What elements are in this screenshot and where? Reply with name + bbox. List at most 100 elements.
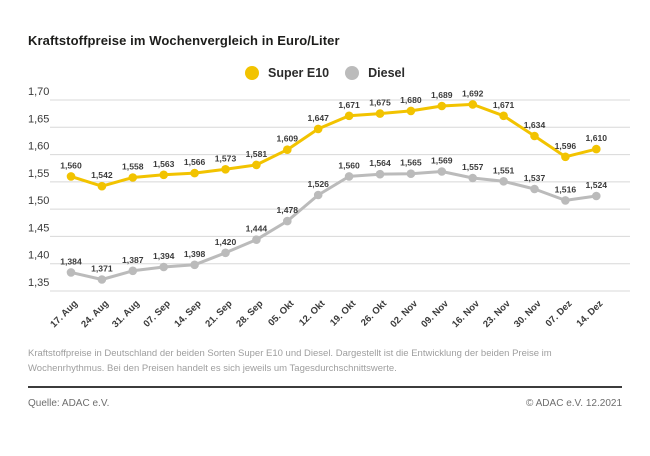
data-point-diesel	[344, 172, 354, 181]
data-point-diesel	[592, 191, 601, 201]
data-point-label-diesel: 1,557	[462, 162, 484, 172]
data-point-label-diesel: 1,420	[215, 237, 237, 247]
data-point-diesel	[221, 248, 230, 258]
x-tick-label: 09. Nov	[419, 298, 451, 330]
data-point-label-diesel: 1,551	[493, 165, 515, 175]
data-point-label-super-e10: 1,581	[246, 149, 268, 159]
data-point-super-e10	[283, 145, 292, 154]
data-point-label-diesel: 1,478	[277, 205, 299, 215]
x-tick-label: 19. Okt	[328, 298, 359, 329]
data-point-label-super-e10: 1,573	[215, 153, 237, 163]
data-point-label-diesel: 1,526	[307, 179, 329, 189]
copyright-label: © ADAC e.V. 12.2021	[526, 398, 622, 409]
x-tick-label: 16. Nov	[450, 298, 482, 330]
y-tick-label: 1,40	[28, 250, 49, 262]
data-point-label-super-e10: 1,563	[153, 159, 175, 169]
x-tick-label: 02. Nov	[388, 298, 420, 330]
data-point-label-super-e10: 1,647	[307, 113, 329, 123]
data-point-diesel	[252, 235, 261, 244]
data-point-diesel	[66, 268, 76, 277]
x-tick-label: 17. Aug	[48, 298, 80, 330]
data-point-diesel	[499, 177, 508, 186]
data-point-super-e10	[313, 124, 323, 134]
data-point-label-super-e10: 1,680	[400, 95, 422, 105]
data-point-super-e10	[561, 152, 570, 162]
data-point-diesel	[406, 169, 416, 178]
data-point-label-super-e10: 1,671	[493, 100, 515, 110]
legend-label-diesel: Diesel	[368, 66, 405, 80]
data-point-label-diesel: 1,516	[555, 184, 577, 194]
data-point-label-diesel: 1,569	[431, 156, 453, 166]
data-point-super-e10	[159, 170, 168, 180]
data-point-label-diesel: 1,560	[338, 160, 360, 170]
data-point-super-e10	[375, 109, 385, 118]
data-point-diesel	[128, 266, 138, 276]
y-tick-label: 1,70	[28, 86, 49, 98]
data-point-label-super-e10: 1,542	[91, 170, 113, 180]
data-point-label-super-e10: 1,671	[338, 100, 360, 110]
y-tick-label: 1,35	[28, 277, 49, 289]
chart-title: Kraftstoffpreise im Wochenvergleich in E…	[28, 33, 340, 48]
data-point-label-super-e10: 1,689	[431, 90, 453, 100]
legend-item-diesel: Diesel	[345, 66, 405, 80]
source-label: Quelle: ADAC e.V.	[28, 398, 110, 409]
data-point-super-e10	[252, 160, 261, 170]
data-point-diesel	[97, 275, 107, 284]
series-line-super-e10	[70, 102, 597, 188]
data-point-label-super-e10: 1,634	[524, 120, 546, 130]
data-point-diesel	[375, 169, 385, 179]
y-tick-label: 1,55	[28, 168, 49, 180]
data-point-super-e10	[221, 165, 230, 174]
data-point-super-e10	[344, 111, 354, 121]
data-point-label-diesel: 1,387	[122, 255, 144, 265]
data-point-super-e10	[128, 173, 138, 182]
data-point-label-super-e10: 1,675	[369, 98, 391, 108]
data-point-super-e10	[66, 172, 76, 181]
y-tick-label: 1,65	[28, 113, 49, 125]
data-point-diesel	[190, 260, 199, 270]
data-point-label-super-e10: 1,610	[586, 133, 608, 143]
x-tick-label: 26. Okt	[359, 298, 390, 329]
data-point-label-diesel: 1,537	[524, 173, 546, 183]
x-tick-label: 30. Nov	[512, 298, 544, 330]
x-tick-label: 28. Sep	[234, 298, 265, 329]
data-point-label-super-e10: 1,566	[184, 157, 206, 167]
data-point-diesel	[159, 262, 168, 272]
x-tick-label: 14. Sep	[172, 298, 203, 329]
data-point-label-diesel: 1,394	[153, 251, 175, 261]
legend-dot-super-e10-icon	[245, 66, 259, 80]
data-point-super-e10	[499, 111, 508, 121]
x-tick-label: 31. Aug	[110, 298, 142, 330]
x-tick-label: 05. Okt	[266, 298, 297, 329]
x-tick-label: 12. Okt	[297, 298, 328, 329]
x-tick-label: 14. Dez	[574, 298, 605, 329]
data-point-label-diesel: 1,398	[184, 249, 206, 259]
data-point-super-e10	[592, 144, 601, 154]
data-point-label-diesel: 1,384	[60, 256, 82, 266]
x-tick-label: 21. Sep	[203, 298, 234, 329]
legend-dot-diesel-icon	[345, 66, 360, 80]
series-line-diesel	[70, 170, 597, 281]
data-point-super-e10	[437, 101, 447, 111]
legend-item-super-e10: Super E10	[245, 66, 329, 80]
data-point-super-e10	[97, 181, 107, 191]
x-tick-label: 23. Nov	[481, 298, 513, 330]
separator-line	[28, 386, 622, 388]
data-point-label-diesel: 1,524	[586, 180, 608, 190]
data-point-label-super-e10: 1,558	[122, 162, 144, 172]
data-point-diesel	[468, 173, 478, 183]
data-point-diesel	[561, 196, 570, 205]
chart-legend: Super E10 Diesel	[0, 66, 650, 80]
legend-label-super-e10: Super E10	[268, 66, 330, 80]
data-point-label-diesel: 1,564	[369, 158, 391, 168]
data-point-label-super-e10: 1,609	[277, 134, 299, 144]
data-point-label-super-e10: 1,692	[462, 88, 484, 98]
data-point-super-e10	[190, 168, 199, 178]
chart-footnote: Kraftstoffpreise in Deutschland der beid…	[28, 348, 552, 375]
data-point-super-e10	[468, 100, 478, 109]
y-tick-label: 1,60	[28, 141, 49, 153]
data-point-label-super-e10: 1,596	[555, 141, 577, 151]
footer: Quelle: ADAC e.V. © ADAC e.V. 12.2021	[28, 398, 622, 409]
data-point-label-diesel: 1,444	[246, 224, 268, 234]
